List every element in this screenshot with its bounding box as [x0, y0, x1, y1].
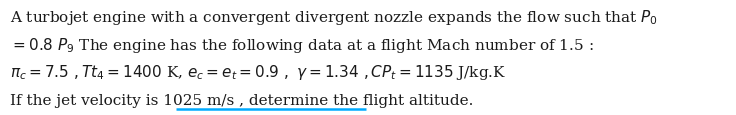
Text: $\pi_c = 7.5\ ,Tt_4{=}1400$ K, $e_c = e_t = 0.9\ ,\ \gamma = 1.34\ ,CP_t = 1135$: $\pi_c = 7.5\ ,Tt_4{=}1400$ K, $e_c = e_… [10, 62, 506, 81]
Text: If the jet velocity is 1025 m/s , determine the flight altitude.: If the jet velocity is 1025 m/s , determ… [10, 93, 473, 107]
Text: $= 0.8\ P_9$ The engine has the following data at a flight Mach number of 1.5 :: $= 0.8\ P_9$ The engine has the followin… [10, 36, 593, 55]
Text: A turbojet engine with a convergent divergent nozzle expands the flow such that : A turbojet engine with a convergent dive… [10, 8, 658, 27]
